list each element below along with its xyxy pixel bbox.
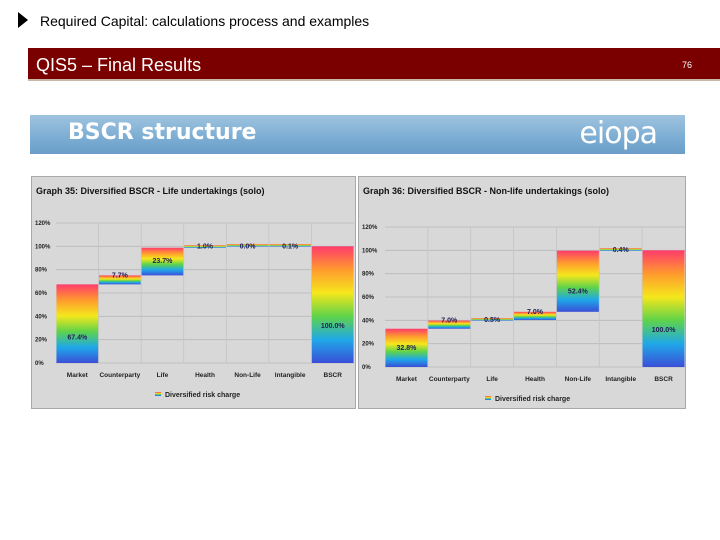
- legend-swatch: [155, 392, 161, 396]
- bar-intangible: [599, 248, 642, 251]
- y-tick-label: 40%: [35, 314, 48, 320]
- category-label: Market: [396, 376, 418, 383]
- bar-counterparty: [428, 320, 471, 329]
- eiopa-logo: eiopa: [579, 116, 658, 151]
- legend-label: Diversified risk charge: [165, 392, 240, 399]
- bar-life: [471, 318, 514, 321]
- chart-life-panel: Graph 35: Diversified BSCR - Life undert…: [31, 176, 356, 409]
- legend-label: Diversified risk charge: [495, 396, 570, 403]
- y-tick-label: 80%: [35, 268, 48, 274]
- bar-health: [514, 311, 556, 320]
- y-tick-label: 120%: [362, 225, 378, 231]
- header-title: Required Capital: calculations process a…: [40, 13, 370, 29]
- category-label: Health: [525, 376, 545, 383]
- data-label: 7.0%: [441, 318, 458, 325]
- data-label: 0.0%: [240, 244, 257, 251]
- category-label: Life: [486, 376, 498, 383]
- y-tick-label: 40%: [362, 318, 375, 324]
- data-label: 7.7%: [112, 272, 129, 279]
- category-label: Health: [195, 372, 215, 379]
- y-tick-label: 80%: [362, 272, 375, 278]
- banner-title: BSCR structure: [68, 120, 257, 145]
- bullet-arrow-icon: [18, 12, 28, 28]
- bar-nonlife: [226, 244, 269, 247]
- category-label: BSCR: [324, 372, 343, 379]
- chart-nonlife-panel: Graph 36: Diversified BSCR - Non-life un…: [358, 176, 686, 409]
- slide-title-bar: [28, 48, 720, 81]
- data-label: 32.8%: [396, 345, 417, 352]
- bar-bscr: [642, 250, 685, 367]
- category-label: Intangible: [605, 376, 636, 383]
- bar-bscr: [311, 246, 354, 363]
- data-label: 0.1%: [282, 243, 299, 250]
- data-label: 0.5%: [484, 317, 501, 324]
- y-tick-label: 60%: [362, 295, 375, 301]
- data-label: 23.7%: [152, 258, 173, 265]
- category-label: Counterparty: [99, 372, 140, 379]
- bar-health: [184, 245, 226, 248]
- legend-swatch: [485, 396, 491, 400]
- y-tick-label: 100%: [362, 248, 378, 254]
- bar-counterparty: [98, 275, 141, 285]
- y-tick-label: 120%: [35, 221, 51, 227]
- data-label: 67.4%: [67, 334, 88, 341]
- bar-intangible: [269, 244, 312, 247]
- data-label: 0.4%: [613, 247, 630, 254]
- bscr-banner: BSCR structure eiopa: [30, 115, 685, 154]
- category-label: Counterparty: [429, 376, 470, 383]
- category-label: Non-Life: [234, 372, 261, 379]
- y-tick-label: 60%: [35, 291, 48, 297]
- bar-nonlife: [556, 250, 599, 312]
- y-tick-label: 20%: [35, 338, 48, 344]
- page-number: 76: [681, 60, 692, 70]
- data-label: 52.4%: [568, 288, 589, 295]
- y-tick-label: 20%: [362, 342, 375, 348]
- category-label: Non-Life: [565, 376, 592, 383]
- slide-title: QIS5 – Final Results: [36, 55, 202, 75]
- y-tick-label: 100%: [35, 244, 51, 250]
- y-tick-label: 0%: [362, 365, 371, 371]
- chart-nonlife: Graph 36: Diversified BSCR - Non-life un…: [362, 186, 685, 403]
- category-label: Market: [67, 372, 89, 379]
- data-label: 7.0%: [527, 309, 544, 316]
- category-label: Life: [157, 372, 169, 379]
- category-label: BSCR: [654, 376, 673, 383]
- data-label: 100.0%: [321, 323, 346, 330]
- bar-market: [385, 328, 428, 367]
- data-label: 100.0%: [652, 327, 677, 334]
- bar-market: [56, 284, 99, 363]
- chart-title: Graph 35: Diversified BSCR - Life undert…: [36, 186, 265, 196]
- chart-title: Graph 36: Diversified BSCR - Non-life un…: [363, 186, 609, 196]
- category-label: Intangible: [275, 372, 306, 379]
- chart-life: Graph 35: Diversified BSCR - Life undert…: [35, 186, 354, 399]
- bar-life: [141, 247, 184, 276]
- y-tick-label: 0%: [35, 361, 44, 367]
- data-label: 1.0%: [197, 244, 214, 251]
